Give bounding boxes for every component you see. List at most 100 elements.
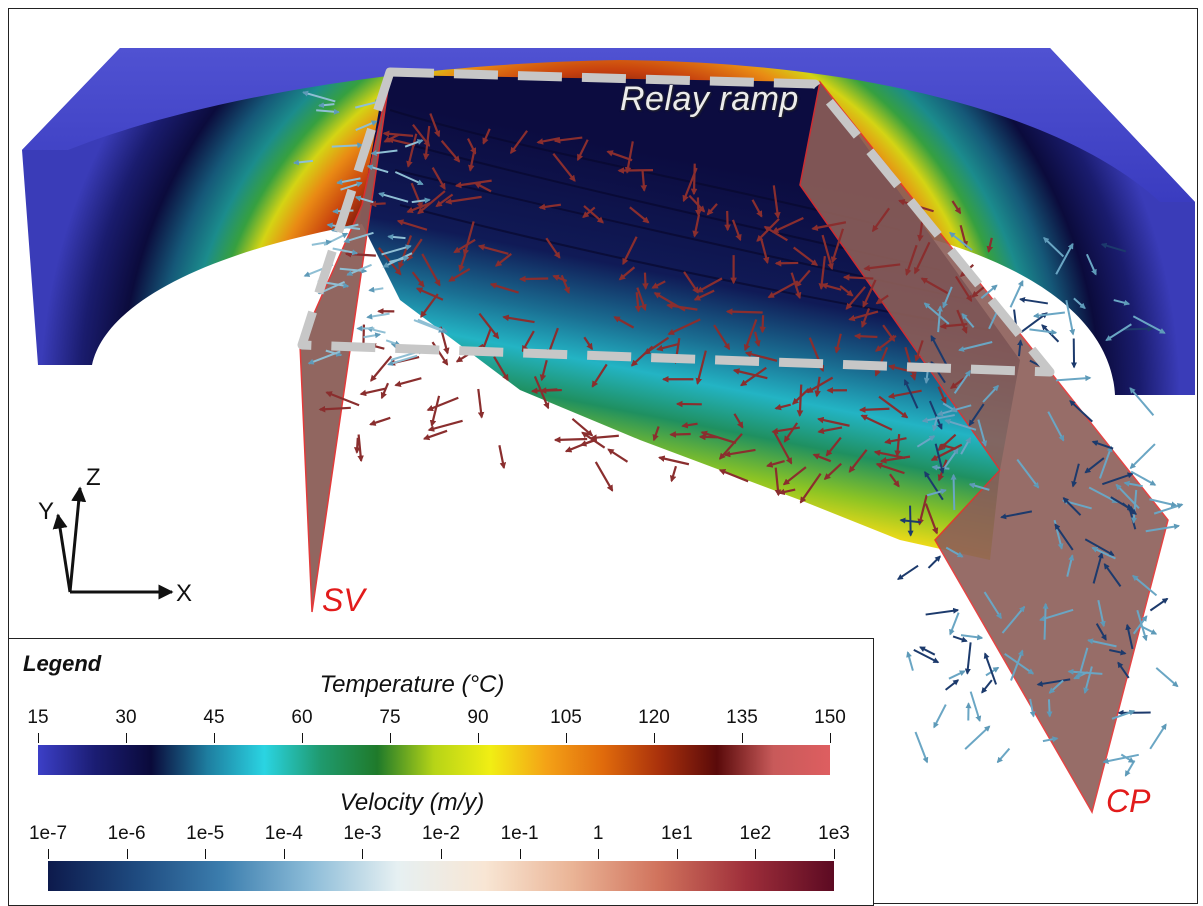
velocity-arrow — [763, 225, 788, 242]
velocity-arrow — [1084, 457, 1105, 474]
velocity-arrow — [928, 400, 943, 430]
velocity-arrow — [683, 271, 699, 294]
velocity-arrow — [913, 649, 940, 664]
velocity-arrow — [669, 465, 678, 483]
velocity-arrow — [412, 124, 431, 147]
velocity-arrow — [346, 263, 372, 276]
velocity-arrow — [606, 150, 633, 162]
velocity-arrow — [666, 302, 698, 311]
velocity-arrow — [1149, 723, 1167, 750]
velocity-arrow — [640, 169, 648, 192]
velocity-arrow — [325, 349, 343, 357]
velocity-arrow — [411, 197, 431, 204]
velocity-arrow — [731, 219, 742, 242]
velocity-arrow — [1129, 387, 1155, 416]
velocity-arrow — [848, 310, 879, 322]
velocity-arrow — [718, 433, 743, 460]
velocity-arrow — [353, 437, 361, 454]
velocity-tick-mark — [48, 849, 49, 859]
velocity-arrow — [622, 236, 638, 266]
velocity-arrow — [539, 359, 548, 382]
velocity-arrow — [821, 234, 834, 271]
velocity-arrow — [925, 607, 960, 616]
velocity-arrow — [811, 221, 847, 231]
velocity-arrow — [498, 445, 507, 470]
velocity-tick-label: 1e3 — [818, 823, 850, 844]
velocity-arrow — [783, 422, 799, 443]
velocity-arrow — [340, 181, 363, 191]
velocity-arrow — [977, 419, 988, 447]
velocity-arrow — [859, 406, 890, 414]
velocity-arrow — [509, 130, 528, 155]
velocity-arrow — [773, 431, 793, 465]
velocity-arrow — [448, 268, 471, 282]
velocity-arrow — [378, 191, 409, 203]
velocity-arrow — [848, 449, 868, 473]
velocity-arrow — [771, 216, 804, 234]
velocity-arrow — [732, 368, 768, 380]
temperature-tick-label: 120 — [638, 707, 670, 728]
velocity-tick-mark — [834, 849, 835, 859]
velocity-arrow — [1123, 480, 1143, 488]
velocity-arrow — [774, 403, 791, 411]
velocity-arrow — [1136, 609, 1148, 642]
velocity-arrow — [926, 488, 947, 497]
velocity-arrow — [1055, 242, 1074, 275]
velocity-arrow — [354, 195, 374, 204]
velocity-arrow — [422, 429, 448, 441]
velocity-arrow — [1102, 472, 1134, 486]
velocity-arrow — [725, 308, 763, 315]
velocity-arrow — [369, 416, 391, 426]
velocity-arrow — [692, 214, 701, 238]
velocity-arrow — [387, 233, 406, 240]
sv-fault-label: SV — [322, 582, 365, 618]
velocity-arrow — [370, 355, 393, 382]
velocity-arrow — [651, 280, 666, 289]
relay-ramp-label: Relay ramp — [620, 80, 799, 118]
velocity-arrow — [1124, 760, 1136, 777]
velocity-arrow — [571, 417, 594, 437]
velocity-arrow — [435, 193, 454, 208]
velocity-arrow — [982, 384, 999, 403]
velocity-arrow — [879, 455, 911, 464]
velocity-arrow — [924, 471, 944, 501]
velocity-arrow — [417, 190, 446, 215]
velocity-arrow — [983, 652, 998, 685]
velocity-arrow — [948, 670, 966, 680]
velocity-arrow — [960, 634, 984, 641]
velocity-arrow — [339, 267, 368, 274]
velocity-arrow — [1100, 242, 1127, 253]
velocity-arrow — [939, 322, 968, 330]
velocity-arrow — [538, 203, 562, 211]
velocity-arrow — [700, 430, 737, 444]
velocity-arrow — [1069, 400, 1093, 423]
velocity-arrow — [477, 388, 485, 419]
velocity-arrow — [958, 341, 993, 352]
velocity-arrow — [744, 350, 778, 362]
velocity-arrow — [366, 312, 390, 320]
velocity-arrow — [1113, 299, 1131, 306]
velocity-arrow — [366, 164, 389, 174]
velocity-arrow — [1132, 615, 1148, 635]
velocity-arrow — [919, 646, 936, 656]
velocity-arrow — [493, 356, 509, 382]
velocity-arrow — [1153, 503, 1184, 515]
velocity-arrow — [766, 459, 785, 468]
velocity-arrow — [949, 612, 960, 636]
velocity-arrow — [1149, 498, 1178, 508]
velocity-arrow — [396, 219, 428, 231]
velocity-arrow — [937, 386, 947, 405]
velocity-arrow — [887, 389, 922, 400]
velocity-tick-label: 1e-3 — [343, 823, 382, 844]
velocity-arrow — [494, 253, 512, 267]
velocity-arrow — [921, 414, 955, 424]
velocity-arrow — [894, 434, 901, 458]
velocity-arrow — [743, 319, 758, 352]
velocity-arrow — [949, 231, 973, 251]
velocity-arrow — [1085, 253, 1097, 276]
velocity-colorbar-title: Velocity (m/y) — [339, 789, 485, 816]
velocity-arrow — [759, 315, 766, 334]
velocity-arrow — [863, 263, 901, 272]
velocity-arrow — [1071, 463, 1080, 488]
velocity-arrow — [1095, 623, 1107, 641]
